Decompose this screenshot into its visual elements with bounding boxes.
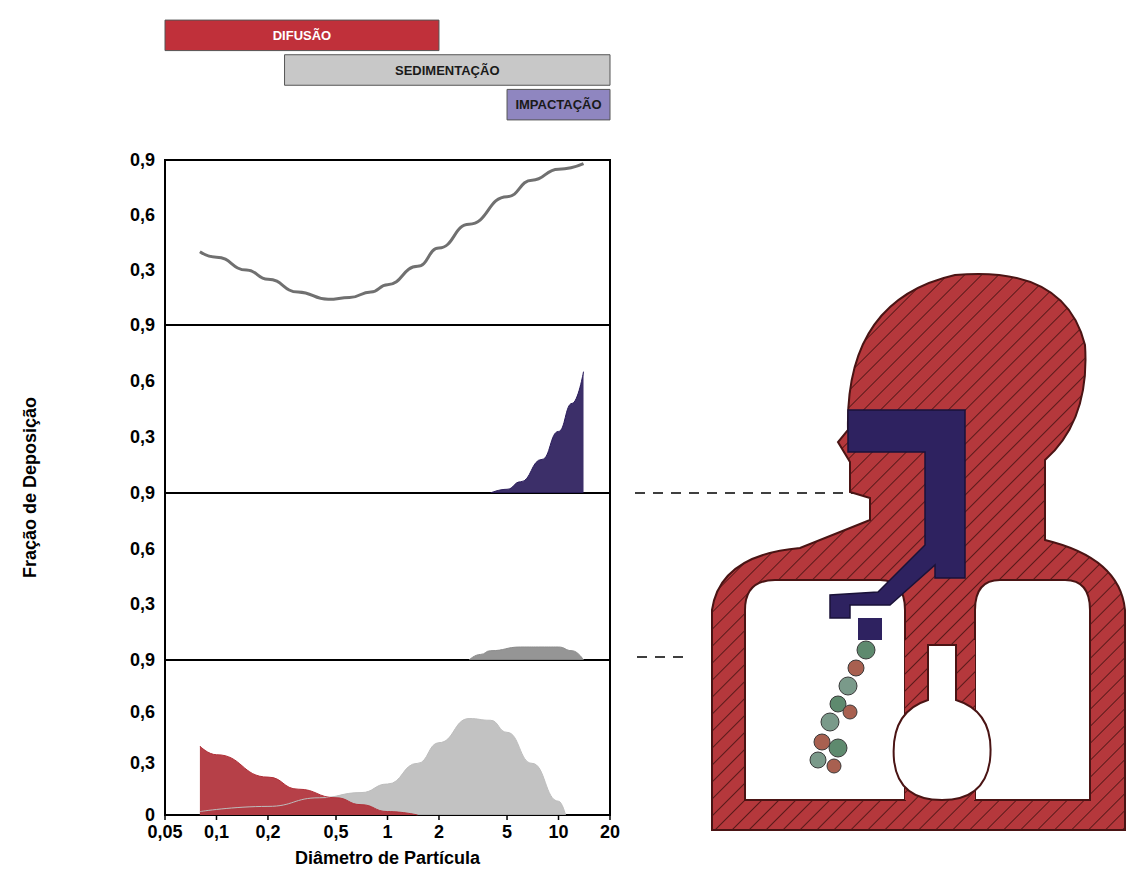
svg-text:0,3: 0,3 xyxy=(130,427,155,447)
svg-text:0,1: 0,1 xyxy=(204,822,229,842)
svg-text:SEDIMENTAÇÃO: SEDIMENTAÇÃO xyxy=(395,63,499,78)
svg-text:0,6: 0,6 xyxy=(130,205,155,225)
svg-text:Fração de Deposição: Fração de Deposição xyxy=(20,397,40,578)
svg-text:0,9: 0,9 xyxy=(130,650,155,670)
svg-text:0,3: 0,3 xyxy=(130,594,155,614)
svg-text:0,6: 0,6 xyxy=(130,371,155,391)
svg-text:DIFUSÃO: DIFUSÃO xyxy=(273,28,332,43)
svg-text:0: 0 xyxy=(145,805,155,825)
svg-text:0,9: 0,9 xyxy=(130,150,155,170)
svg-text:Diâmetro de Partícula: Diâmetro de Partícula xyxy=(295,848,481,868)
svg-text:0,3: 0,3 xyxy=(130,753,155,773)
svg-text:0,6: 0,6 xyxy=(130,539,155,559)
svg-text:IMPACTAÇÃO: IMPACTAÇÃO xyxy=(515,97,601,112)
svg-text:0,9: 0,9 xyxy=(130,483,155,503)
svg-text:10: 10 xyxy=(549,822,569,842)
svg-text:0,2: 0,2 xyxy=(255,822,280,842)
svg-text:20: 20 xyxy=(600,822,620,842)
svg-text:0,9: 0,9 xyxy=(130,315,155,335)
svg-text:0,3: 0,3 xyxy=(130,260,155,280)
svg-text:0,05: 0,05 xyxy=(147,822,182,842)
svg-text:1: 1 xyxy=(382,822,392,842)
svg-text:5: 5 xyxy=(502,822,512,842)
svg-text:2: 2 xyxy=(434,822,444,842)
svg-text:0,6: 0,6 xyxy=(130,702,155,722)
svg-text:0,5: 0,5 xyxy=(324,822,349,842)
